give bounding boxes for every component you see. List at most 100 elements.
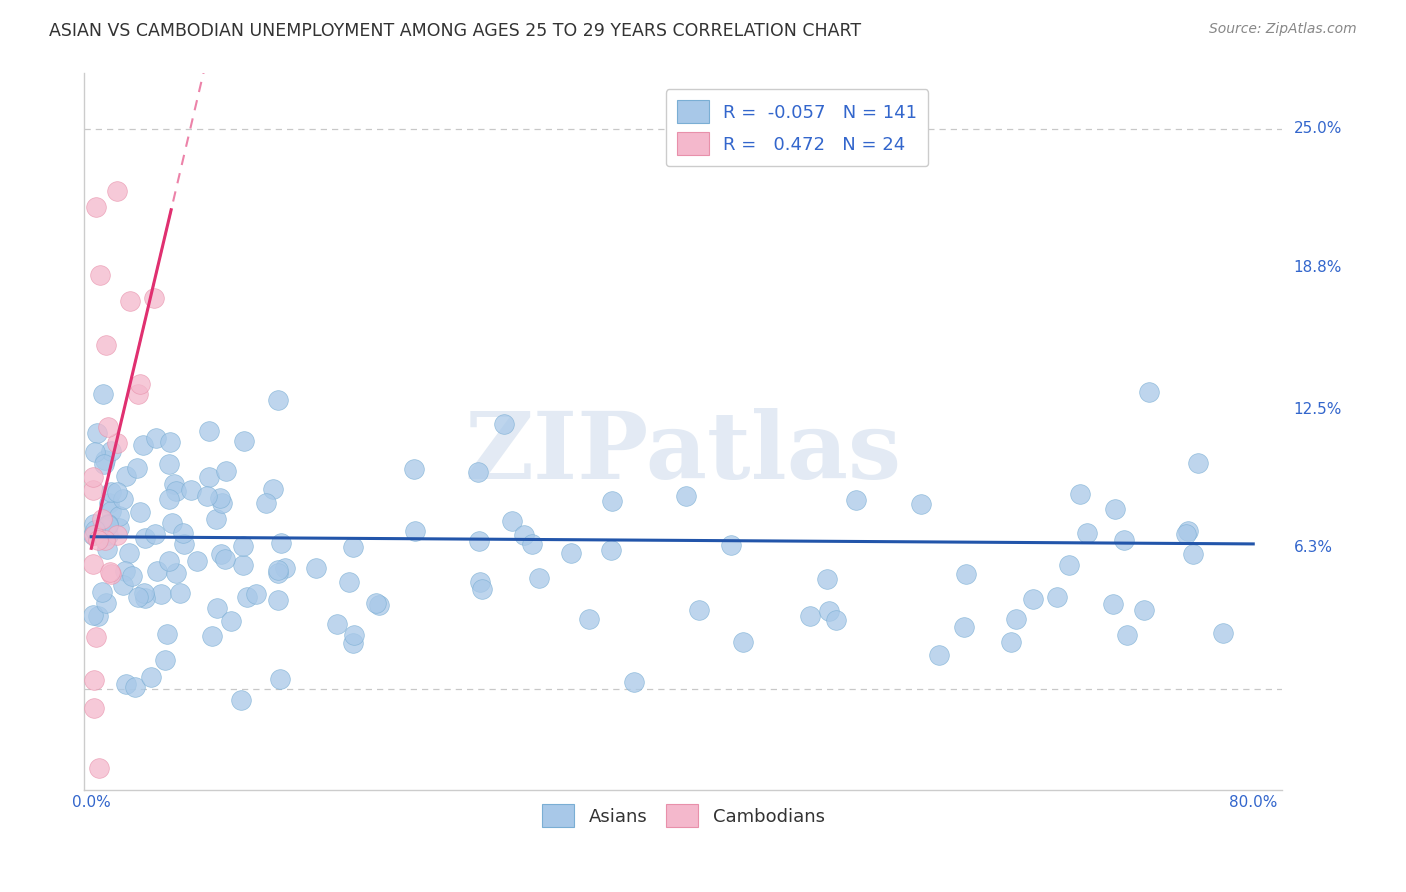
Point	[157, 554, 180, 568]
Text: 25.0%: 25.0%	[1294, 121, 1341, 136]
Point	[1139, 385, 1161, 400]
Point	[186, 554, 208, 568]
Point	[118, 293, 141, 308]
Point	[208, 491, 231, 505]
Point	[121, 569, 143, 583]
Point	[527, 571, 550, 585]
Point	[236, 590, 259, 604]
Point	[342, 635, 364, 649]
Point	[156, 627, 179, 641]
Point	[84, 523, 107, 537]
Point	[100, 443, 122, 458]
Point	[342, 540, 364, 554]
Point	[82, 483, 104, 498]
Point	[94, 533, 117, 548]
Point	[180, 483, 202, 497]
Point	[337, 574, 360, 589]
Point	[84, 445, 107, 459]
Point	[83, 673, 105, 688]
Point	[111, 491, 134, 506]
Point	[87, 533, 110, 548]
Point	[520, 537, 543, 551]
Point	[492, 417, 515, 431]
Point	[117, 546, 139, 560]
Point	[108, 508, 131, 523]
Point	[1175, 526, 1198, 541]
Point	[467, 465, 489, 479]
Point	[501, 514, 523, 528]
Point	[143, 291, 166, 305]
Point	[97, 528, 120, 542]
Point	[599, 543, 621, 558]
Point	[1101, 597, 1123, 611]
Point	[267, 566, 290, 580]
Point	[366, 596, 388, 610]
Point	[86, 630, 108, 644]
Point	[262, 482, 284, 496]
Point	[155, 653, 177, 667]
Point	[82, 469, 104, 483]
Point	[1000, 634, 1022, 648]
Point	[97, 495, 120, 509]
Point	[1005, 611, 1028, 625]
Point	[87, 609, 110, 624]
Point	[125, 461, 148, 475]
Point	[94, 520, 117, 534]
Point	[105, 435, 128, 450]
Point	[955, 566, 977, 581]
Point	[267, 592, 290, 607]
Point	[720, 538, 742, 552]
Point	[105, 527, 128, 541]
Point	[157, 491, 180, 506]
Point	[799, 608, 821, 623]
Point	[162, 516, 184, 531]
Point	[94, 338, 117, 352]
Point	[471, 582, 494, 597]
Text: ASIAN VS CAMBODIAN UNEMPLOYMENT AMONG AGES 25 TO 29 YEARS CORRELATION CHART: ASIAN VS CAMBODIAN UNEMPLOYMENT AMONG AG…	[49, 22, 862, 40]
Point	[82, 608, 104, 623]
Point	[108, 521, 131, 535]
Point	[245, 587, 267, 601]
Point	[845, 492, 868, 507]
Point	[96, 542, 118, 557]
Point	[114, 469, 136, 483]
Text: 6.3%: 6.3%	[1294, 541, 1333, 556]
Point	[97, 420, 120, 434]
Point	[93, 457, 115, 471]
Point	[93, 387, 115, 401]
Point	[211, 496, 233, 510]
Point	[1187, 456, 1209, 470]
Point	[468, 533, 491, 548]
Point	[818, 604, 841, 618]
Point	[343, 628, 366, 642]
Point	[578, 612, 600, 626]
Point	[159, 434, 181, 449]
Point	[145, 432, 167, 446]
Point	[165, 566, 187, 580]
Point	[232, 558, 254, 572]
Point	[209, 547, 232, 561]
Point	[163, 476, 186, 491]
Point	[254, 496, 277, 510]
Point	[305, 560, 328, 574]
Point	[600, 494, 623, 508]
Point	[169, 586, 191, 600]
Point	[134, 531, 156, 545]
Legend: Asians, Cambodians: Asians, Cambodians	[534, 797, 832, 835]
Point	[83, 517, 105, 532]
Point	[129, 377, 152, 392]
Point	[229, 693, 252, 707]
Point	[733, 635, 755, 649]
Point	[150, 587, 173, 601]
Point	[1104, 502, 1126, 516]
Point	[817, 572, 839, 586]
Point	[207, 601, 229, 615]
Point	[1076, 526, 1098, 541]
Point	[1212, 626, 1234, 640]
Point	[1115, 628, 1137, 642]
Text: 18.8%: 18.8%	[1294, 260, 1341, 276]
Point	[688, 603, 710, 617]
Point	[143, 527, 166, 541]
Point	[84, 201, 107, 215]
Point	[197, 424, 219, 438]
